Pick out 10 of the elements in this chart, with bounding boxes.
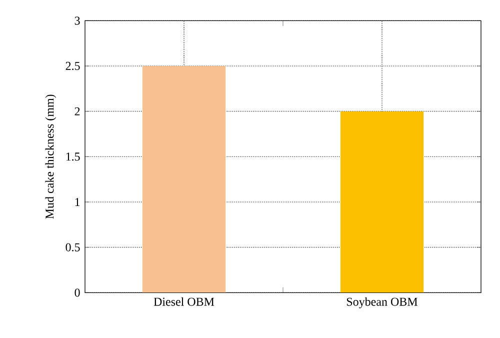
x-tick-label: Soybean OBM (346, 297, 418, 308)
y-tick-label: 1.5 (66, 152, 80, 161)
y-tick-label: 0.5 (66, 243, 80, 252)
y-axis-title: Mud cake thickness (mm) (45, 94, 56, 219)
y-tick-label: 2 (74, 107, 80, 116)
y-tick-label: 1 (75, 198, 80, 206)
y-tick-label: 3 (74, 16, 80, 25)
y-tick-label: 0 (74, 288, 80, 297)
x-tick-label: Diesel OBM (154, 297, 214, 306)
y-tick-label: 2.5 (66, 62, 80, 70)
